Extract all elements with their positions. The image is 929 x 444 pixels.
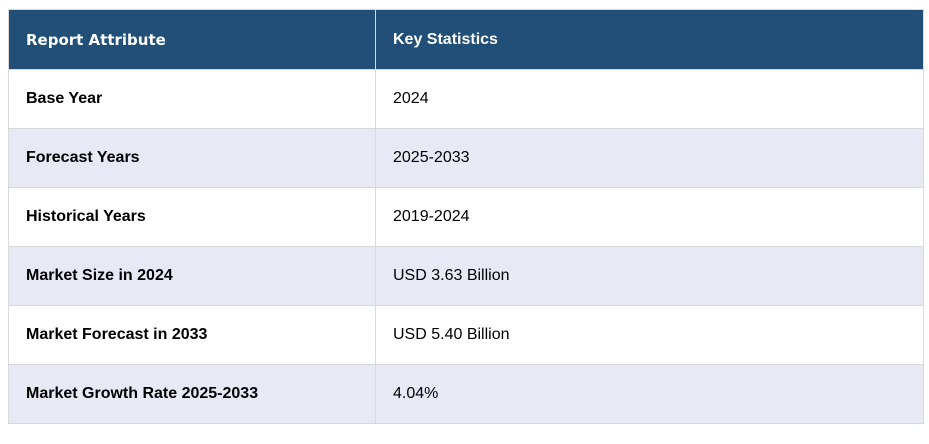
table-row: Forecast Years 2025-2033 bbox=[8, 128, 924, 188]
table-row: Market Size in 2024 USD 3.63 Billion bbox=[8, 246, 924, 306]
row-value: USD 3.63 Billion bbox=[375, 246, 924, 306]
table-row: Base Year 2024 bbox=[8, 69, 924, 129]
row-attribute: Historical Years bbox=[8, 187, 376, 247]
table-row: Market Growth Rate 2025-2033 4.04% bbox=[8, 364, 924, 424]
table-header-row: Report Attribute Key Statistics bbox=[8, 9, 924, 70]
row-value: 4.04% bbox=[375, 364, 924, 424]
row-attribute: Market Growth Rate 2025-2033 bbox=[8, 364, 376, 424]
row-value: 2019-2024 bbox=[375, 187, 924, 247]
header-report-attribute: Report Attribute bbox=[8, 9, 376, 70]
row-value: USD 5.40 Billion bbox=[375, 305, 924, 365]
header-key-statistics: Key Statistics bbox=[375, 9, 924, 70]
row-value: 2025-2033 bbox=[375, 128, 924, 188]
row-attribute: Market Forecast in 2033 bbox=[8, 305, 376, 365]
row-attribute: Market Size in 2024 bbox=[8, 246, 376, 306]
table-row: Historical Years 2019-2024 bbox=[8, 187, 924, 247]
row-attribute: Base Year bbox=[8, 69, 376, 129]
row-value: 2024 bbox=[375, 69, 924, 129]
row-attribute: Forecast Years bbox=[8, 128, 376, 188]
report-statistics-table: Report Attribute Key Statistics Base Yea… bbox=[8, 9, 924, 424]
table-row: Market Forecast in 2033 USD 5.40 Billion bbox=[8, 305, 924, 365]
